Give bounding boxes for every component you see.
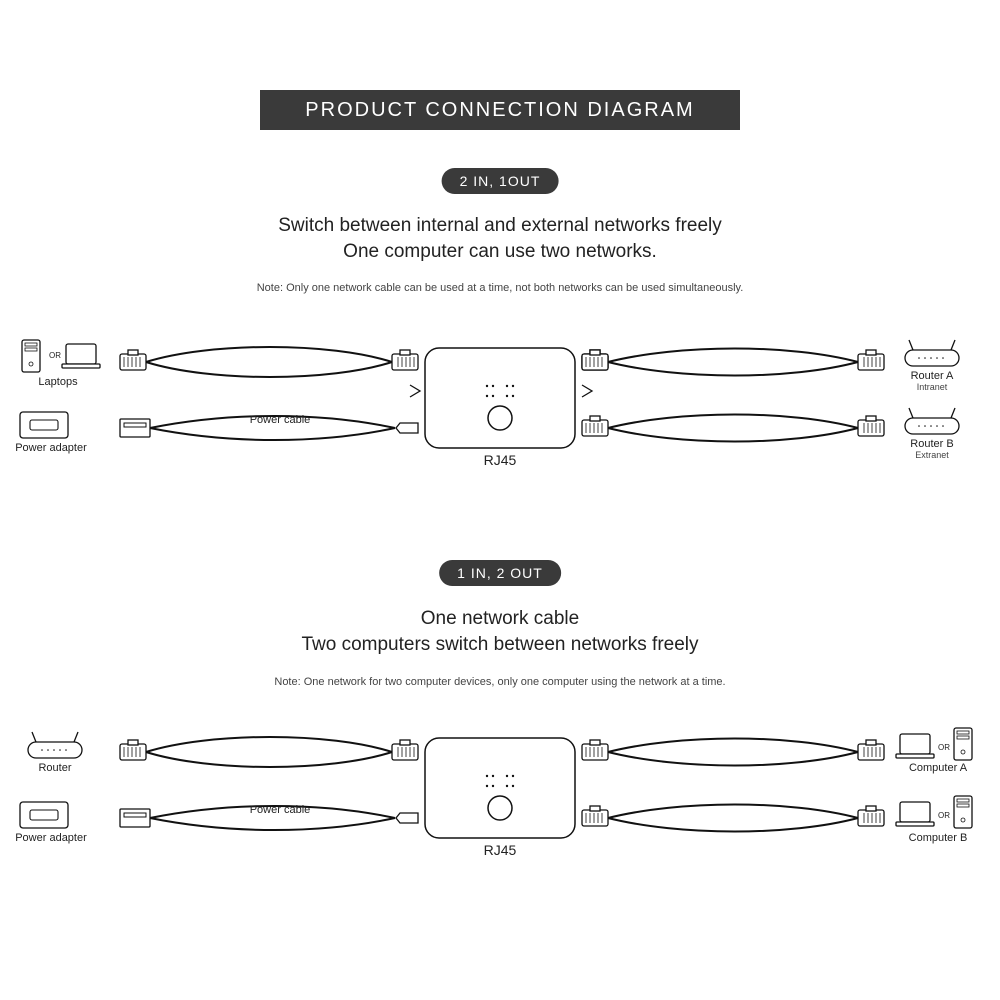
page-title: PRODUCT CONNECTION DIAGRAM: [305, 99, 694, 122]
mode2-subtitle: One network cable Two computers switch b…: [0, 606, 1000, 657]
mode1-adapter-label: Power adapter: [6, 442, 96, 454]
mode1-routerA-sub: Intranet: [902, 382, 962, 392]
mode1-pill-text: 2 IN, 1OUT: [460, 173, 541, 189]
mode1-routerA-label: Router A: [902, 370, 962, 382]
mode1-subtitle-l1: Switch between internal and external net…: [278, 215, 722, 236]
mode1-subtitle-l2: One computer can use two networks.: [343, 241, 657, 262]
mode2-pill: 1 IN, 2 OUT: [439, 560, 561, 586]
mode1-rj45-label: RJ45: [470, 452, 530, 468]
page-title-banner: PRODUCT CONNECTION DIAGRAM: [260, 90, 740, 130]
mode2-note: Note: One network for two computer devic…: [0, 676, 1000, 688]
mode1-routerB-label: Router B: [902, 438, 962, 450]
mode1-subtitle: Switch between internal and external net…: [0, 213, 1000, 264]
mode2-rj45-label: RJ45: [470, 842, 530, 858]
mode2-compB-label: Computer B: [898, 832, 978, 844]
mode2-subtitle-l2: Two computers switch between networks fr…: [301, 634, 698, 655]
mode2-powercable-label: Power cable: [240, 804, 320, 816]
mode1-powercable-label: Power cable: [240, 414, 320, 426]
mode2-subtitle-l1: One network cable: [421, 608, 579, 629]
mode1-pill: 2 IN, 1OUT: [442, 168, 559, 194]
svg-text:OR: OR: [938, 743, 950, 752]
mode2-diagram: OR OR: [0, 720, 1000, 890]
svg-text:OR: OR: [49, 351, 61, 360]
mode2-pill-text: 1 IN, 2 OUT: [457, 565, 543, 581]
mode1-routerB-sub: Extranet: [902, 450, 962, 460]
mode1-diagram: OR: [0, 330, 1000, 500]
mode2-compA-label: Computer A: [898, 762, 978, 774]
mode1-laptops-label: Laptops: [28, 376, 88, 388]
mode1-note: Note: Only one network cable can be used…: [0, 282, 1000, 294]
mode2-router-label: Router: [30, 762, 80, 774]
svg-text:OR: OR: [938, 811, 950, 820]
mode2-adapter-label: Power adapter: [6, 832, 96, 844]
